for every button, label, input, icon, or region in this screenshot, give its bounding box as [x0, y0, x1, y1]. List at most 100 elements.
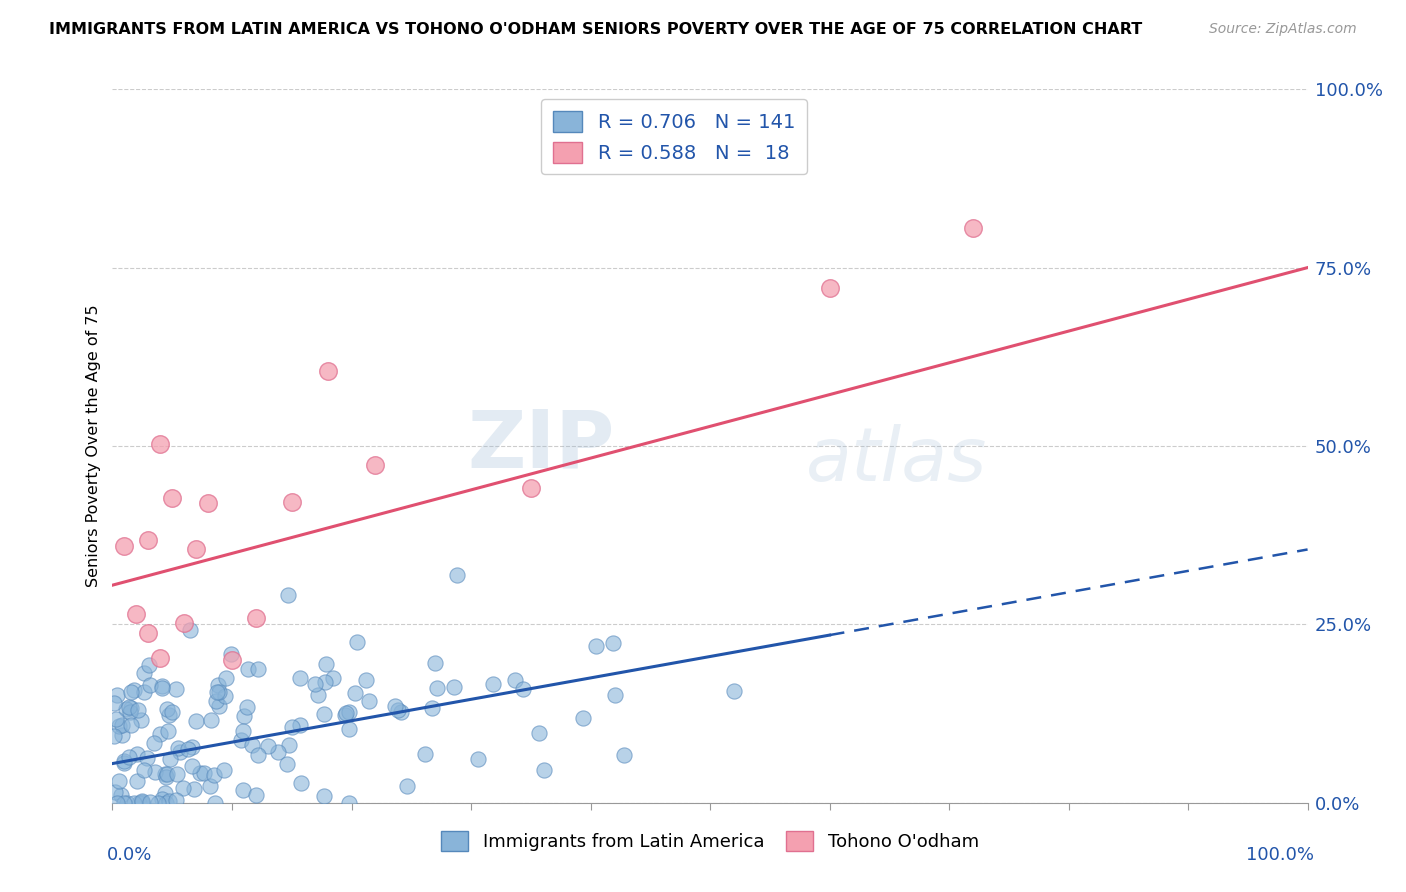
Point: [602, 636, 624, 650]
Point: [135, 751, 157, 765]
Point: [232, 782, 254, 797]
Point: [181, 739, 204, 754]
Point: [131, 796, 153, 810]
Point: [415, 747, 437, 761]
Point: [138, 533, 160, 547]
Point: [613, 748, 636, 763]
Point: [125, 607, 148, 622]
Point: [205, 694, 228, 708]
Point: [111, 718, 134, 732]
Text: atlas: atlas: [806, 425, 987, 496]
Point: [160, 705, 183, 719]
Point: [281, 495, 304, 509]
Point: [165, 681, 187, 696]
Point: [278, 738, 301, 752]
Point: [387, 703, 409, 717]
Text: 0.0%: 0.0%: [107, 846, 152, 863]
Point: [103, 729, 125, 743]
Point: [245, 789, 267, 803]
Point: [131, 795, 153, 809]
Point: [122, 796, 145, 810]
Point: [333, 707, 356, 722]
Point: [467, 752, 489, 766]
Point: [337, 706, 360, 720]
Point: [125, 747, 148, 761]
Point: [149, 437, 172, 451]
Point: [105, 796, 128, 810]
Point: [422, 701, 444, 715]
Point: [105, 712, 128, 726]
Point: [364, 458, 387, 473]
Point: [114, 702, 136, 716]
Point: [115, 796, 138, 810]
Point: [146, 796, 169, 810]
Point: [245, 611, 267, 625]
Point: [214, 690, 236, 704]
Y-axis label: Seniors Poverty Over the Age of 75: Seniors Poverty Over the Age of 75: [86, 305, 101, 587]
Point: [198, 780, 221, 794]
Point: [212, 764, 235, 778]
Point: [139, 678, 162, 692]
Point: [426, 681, 449, 695]
Point: [138, 795, 160, 809]
Point: [155, 770, 177, 784]
Point: [337, 796, 360, 810]
Point: [181, 759, 204, 773]
Point: [482, 677, 505, 691]
Point: [155, 796, 177, 810]
Point: [232, 724, 254, 739]
Point: [197, 496, 219, 510]
Point: [288, 671, 311, 685]
Point: [267, 745, 290, 759]
Point: [235, 700, 257, 714]
Point: [723, 683, 745, 698]
Point: [149, 651, 172, 665]
Point: [314, 674, 336, 689]
Point: [157, 724, 180, 739]
Point: [527, 726, 550, 740]
Point: [446, 568, 468, 582]
Point: [149, 727, 172, 741]
Point: [307, 689, 329, 703]
Text: 100.0%: 100.0%: [1246, 846, 1313, 863]
Point: [346, 635, 368, 649]
Point: [107, 688, 129, 702]
Point: [585, 639, 607, 653]
Point: [443, 680, 465, 694]
Point: [134, 665, 156, 680]
Point: [132, 685, 155, 699]
Point: [153, 766, 176, 780]
Point: [112, 796, 135, 810]
Point: [357, 694, 380, 708]
Point: [120, 705, 142, 719]
Point: [603, 688, 626, 702]
Point: [335, 706, 357, 721]
Point: [277, 589, 299, 603]
Point: [503, 673, 526, 688]
Point: [512, 682, 534, 697]
Point: [166, 767, 188, 781]
Point: [312, 789, 335, 803]
Point: [112, 754, 135, 768]
Point: [520, 481, 543, 495]
Point: [200, 713, 222, 727]
Point: [179, 624, 201, 638]
Point: [122, 683, 145, 698]
Point: [108, 719, 131, 733]
Text: ZIP: ZIP: [467, 407, 614, 485]
Legend: Immigrants from Latin America, Tohono O'odham: Immigrants from Latin America, Tohono O'…: [434, 823, 986, 858]
Point: [114, 539, 135, 553]
Point: [142, 736, 165, 750]
Point: [150, 681, 173, 696]
Point: [173, 616, 195, 631]
Point: [343, 686, 366, 700]
Point: [153, 786, 176, 800]
Point: [128, 796, 150, 810]
Point: [134, 763, 156, 777]
Point: [354, 673, 377, 687]
Point: [322, 671, 344, 685]
Point: [155, 701, 177, 715]
Point: [290, 776, 312, 790]
Point: [233, 709, 256, 723]
Point: [339, 722, 361, 736]
